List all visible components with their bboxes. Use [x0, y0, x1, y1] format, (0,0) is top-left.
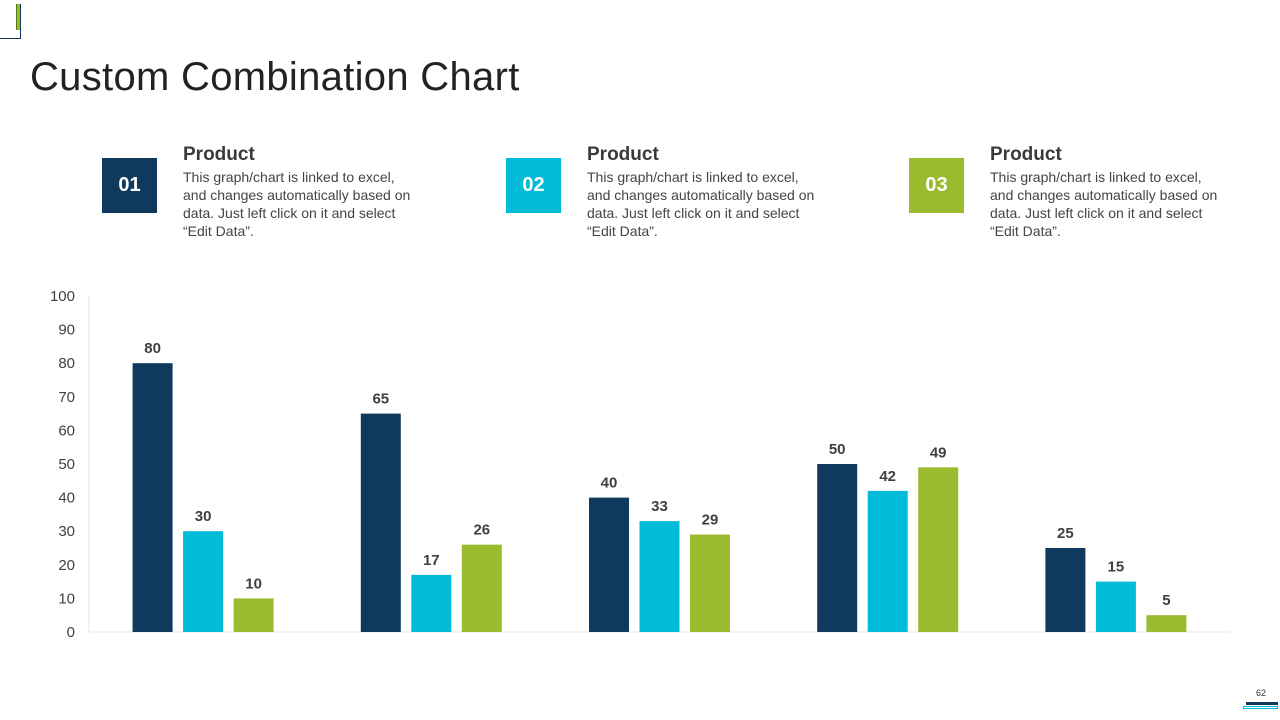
product-number-badge: 02	[506, 158, 561, 213]
product-description: This graph/chart is linked to excel, and…	[990, 169, 1218, 239]
data-label: 65	[372, 391, 389, 408]
product-card-02: 02 Product This graph/chart is linked to…	[506, 142, 846, 242]
y-tick-label: 0	[67, 624, 75, 641]
bar	[589, 497, 629, 632]
product-description: This graph/chart is linked to excel, and…	[587, 169, 815, 239]
bar	[690, 534, 730, 632]
page-number: 62	[1256, 688, 1267, 698]
footer-accent-outline	[1243, 706, 1278, 709]
data-label: 42	[879, 468, 896, 485]
data-label: 25	[1057, 525, 1074, 542]
bar	[183, 531, 224, 632]
y-tick-label: 30	[58, 523, 75, 540]
bar	[639, 521, 680, 632]
data-label: 15	[1108, 559, 1125, 576]
data-label: 50	[829, 441, 846, 458]
bar	[132, 363, 173, 632]
y-tick-label: 70	[58, 389, 75, 406]
data-label: 80	[144, 340, 161, 357]
product-number-badge: 01	[102, 158, 157, 213]
product-title: Product	[587, 144, 659, 165]
y-tick-label: 10	[58, 590, 75, 607]
bar	[867, 490, 908, 632]
bar	[817, 464, 858, 632]
page-title: Custom Combination Chart	[30, 54, 520, 99]
product-card-01: 01 Product This graph/chart is linked to…	[102, 142, 442, 242]
y-tick-label: 50	[58, 456, 75, 473]
data-label: 33	[651, 498, 668, 515]
y-tick-label: 100	[50, 288, 75, 305]
product-title: Product	[183, 144, 255, 165]
corner-accent-line-vertical	[20, 4, 21, 38]
data-label: 5	[1162, 592, 1170, 609]
bar	[360, 413, 401, 632]
product-description: This graph/chart is linked to excel, and…	[183, 169, 411, 239]
product-title: Product	[990, 144, 1062, 165]
bar	[1045, 548, 1086, 632]
y-tick-label: 80	[58, 355, 75, 372]
corner-accent-line-horizontal	[0, 38, 21, 39]
bar	[411, 574, 452, 632]
data-label: 49	[930, 444, 947, 461]
bar	[461, 544, 502, 632]
data-label: 40	[601, 475, 618, 492]
footer-accent-bar	[1246, 702, 1278, 705]
y-tick-label: 90	[58, 322, 75, 339]
bar	[233, 598, 274, 632]
data-label: 29	[702, 512, 719, 529]
y-tick-label: 40	[58, 490, 75, 507]
bar	[918, 467, 959, 632]
y-tick-label: 60	[58, 422, 75, 439]
combination-bar-chart: 0 10 20 30 40 50 60 70 80 90 100 80 30 10 65 17 26 40 33 29…	[50, 288, 1230, 641]
y-tick-label: 20	[58, 557, 75, 574]
product-card-03: 03 Product This graph/chart is linked to…	[909, 142, 1249, 242]
bar	[1095, 581, 1136, 632]
data-label: 26	[473, 522, 490, 539]
data-label: 17	[423, 552, 440, 569]
data-label: 30	[195, 508, 212, 525]
data-label: 10	[245, 575, 262, 592]
bar	[1146, 615, 1187, 632]
product-number-badge: 03	[909, 158, 964, 213]
corner-accent-green	[16, 4, 21, 30]
